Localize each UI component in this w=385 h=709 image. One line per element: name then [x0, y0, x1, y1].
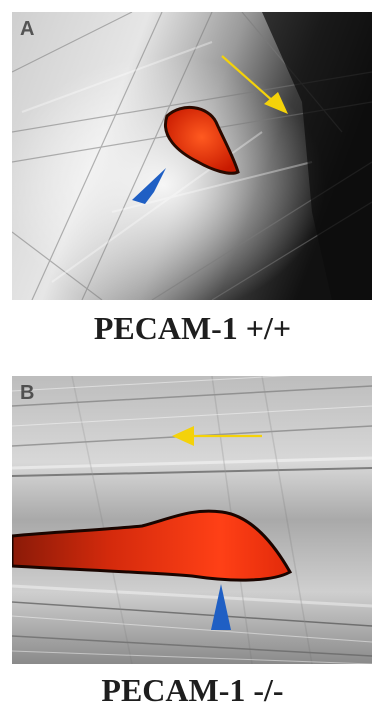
annotations-b [172, 426, 262, 630]
arrowhead-icon [132, 168, 166, 204]
micrograph-b-image [12, 376, 372, 664]
flow-arrow-icon [172, 426, 262, 446]
flow-arrow-icon [221, 55, 288, 114]
caption-a: PECAM-1 +/+ [93, 310, 292, 346]
micrograph-panel-a: A [12, 12, 372, 300]
panel-letter-a: A [20, 18, 35, 40]
cell-a [164, 105, 240, 175]
arrowhead-icon [211, 584, 231, 630]
annotations-a [132, 55, 288, 204]
micrograph-a-image [12, 12, 372, 300]
caption-b: PECAM-1 -/- [101, 672, 284, 708]
cell-b [12, 509, 293, 582]
panel-letter-b: B [20, 382, 35, 404]
micrograph-panel-b: B [12, 376, 372, 664]
